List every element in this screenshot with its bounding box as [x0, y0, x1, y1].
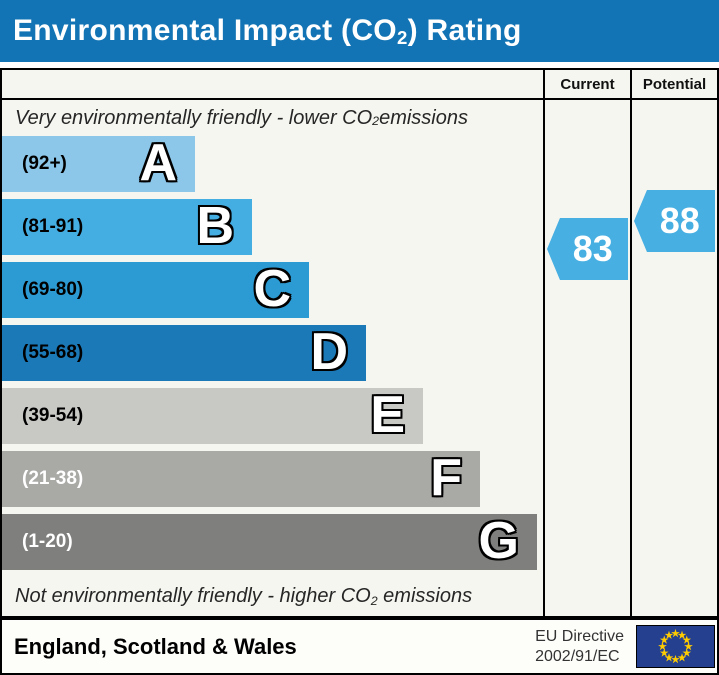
band-range-c: (69-80) [22, 279, 84, 300]
band-letter-e: E [370, 386, 405, 445]
title-bar: Environmental Impact (CO2) Rating [0, 0, 719, 62]
band-row-c: (69-80) C [2, 262, 543, 325]
band-row-d: (55-68) D [2, 325, 543, 388]
band-letter-g: G [478, 512, 519, 571]
current-rating-arrow: 83 [547, 218, 628, 280]
band-bar-c: (69-80) C [2, 262, 309, 318]
band-letter-a: A [139, 134, 177, 193]
band-row-e: (39-54) E [2, 388, 543, 451]
band-letter-f: F [430, 449, 462, 508]
current-rating-value: 83 [572, 228, 613, 269]
band-bar-b: (81-91) B [2, 199, 252, 255]
band-bar-e: (39-54) E [2, 388, 423, 444]
band-row-g: (1-20) G [2, 514, 543, 577]
footer-bar: England, Scotland & Wales EU Directive 2… [0, 618, 719, 675]
band-scale-area: Very environmentally friendly - lower CO… [2, 100, 545, 616]
band-range-f: (21-38) [22, 468, 84, 489]
band-letter-c: C [253, 260, 291, 319]
region-label: England, Scotland & Wales [14, 633, 297, 659]
bottom-note: Not environmentally friendly - higher CO… [15, 585, 473, 608]
band-range-d: (55-68) [22, 342, 84, 363]
potential-rating-arrow: 88 [634, 190, 715, 252]
header-cell-potential: Potential [632, 70, 717, 100]
band-row-b: (81-91) B [2, 199, 543, 262]
potential-column: 88 [632, 100, 717, 616]
band-bar-d: (55-68) D [2, 325, 366, 381]
band-bar-a: (92+) A [2, 136, 195, 192]
title-subscript: 2 [396, 27, 408, 49]
band-letter-d: D [310, 323, 348, 382]
band-range-b: (81-91) [22, 216, 84, 237]
eu-flag-icon [636, 625, 715, 668]
epc-chart-table: Current Potential Very environmentally f… [0, 68, 719, 618]
band-row-f: (21-38) F [2, 451, 543, 514]
header-cell-current: Current [545, 70, 632, 100]
current-column: 83 [545, 100, 632, 616]
header-cell-main [2, 70, 545, 100]
top-note: Very environmentally friendly - lower CO… [15, 106, 468, 129]
band-bar-g: (1-20) G [2, 514, 537, 570]
band-range-g: (1-20) [22, 531, 73, 552]
eu-directive-label: EU Directive 2002/91/EC [535, 627, 624, 665]
band-range-a: (92+) [22, 153, 67, 174]
band-row-a: (92+) A [2, 136, 543, 199]
band-letter-b: B [196, 197, 234, 256]
page-title: Environmental Impact (CO2) Rating [13, 14, 522, 49]
potential-rating-value: 88 [659, 200, 700, 241]
band-range-e: (39-54) [22, 405, 84, 426]
band-bar-f: (21-38) F [2, 451, 480, 507]
